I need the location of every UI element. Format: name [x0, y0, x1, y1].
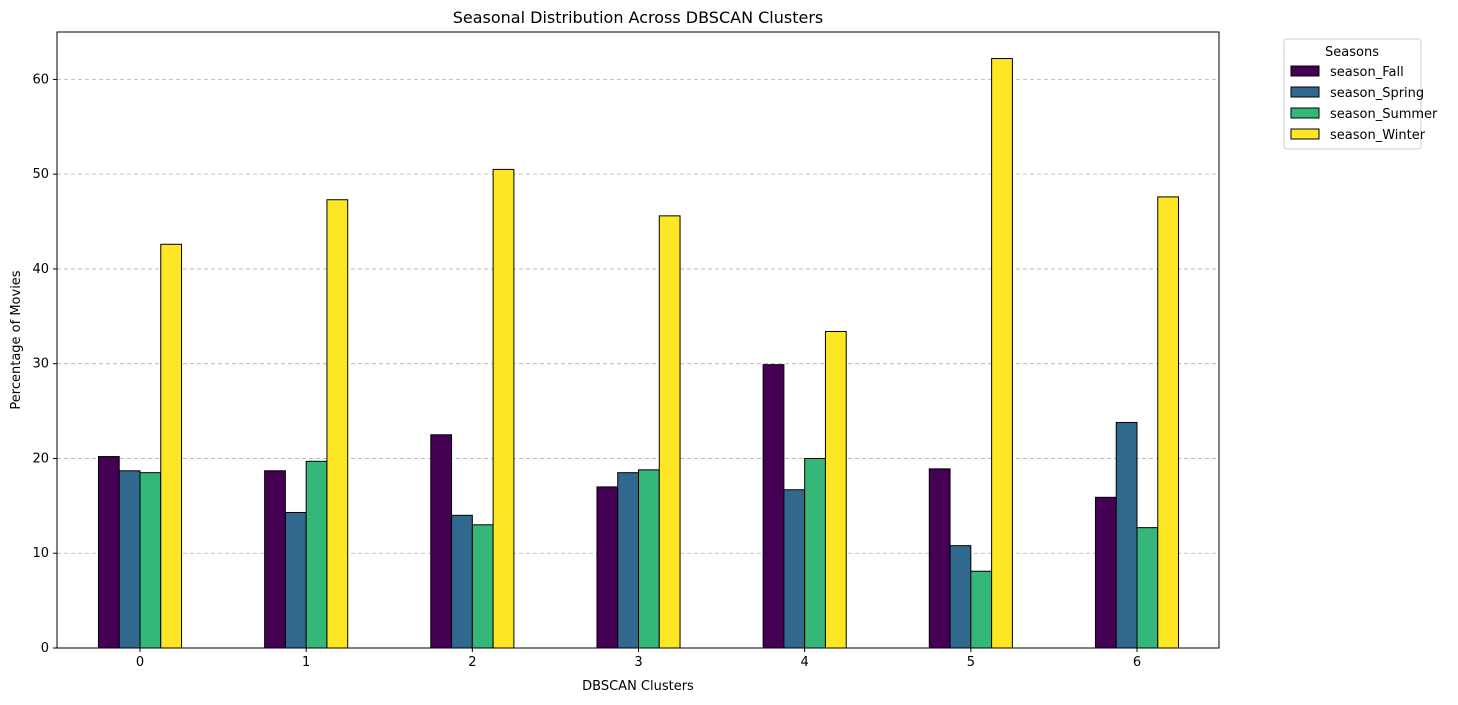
bar-season_Fall-3 [596, 486, 619, 649]
y-tick-label: 60 [32, 72, 49, 87]
legend-label-season_Winter: season_Winter [1330, 128, 1426, 143]
y-tick-label: 10 [32, 546, 49, 561]
bars [97, 58, 1180, 649]
chart-title: Seasonal Distribution Across DBSCAN Clus… [453, 8, 824, 27]
bar-season_Summer-0 [139, 472, 162, 649]
legend-swatch-season_Winter [1290, 128, 1320, 140]
y-tick-label: 0 [41, 641, 49, 656]
bar-season_Fall-4 [762, 364, 785, 649]
bar-season_Fall-0 [97, 456, 120, 649]
bar-season_Summer-6 [1136, 527, 1159, 649]
x-axis-ticks: 0 1 2 3 4 5 6 [136, 648, 1141, 670]
bar-season_Winter-3 [658, 215, 681, 649]
bar-season_Spring-5 [949, 545, 972, 649]
legend-label-season_Fall: season_Fall [1330, 65, 1404, 80]
bar-season_Winter-4 [824, 330, 847, 649]
y-tick-label: 20 [32, 451, 49, 466]
x-tick-label: 3 [634, 655, 642, 670]
bar-season_Winter-2 [492, 168, 515, 649]
x-tick-label: 0 [136, 655, 144, 670]
bar-season_Spring-6 [1115, 421, 1138, 649]
x-tick-label: 4 [801, 655, 809, 670]
y-tick-label: 40 [32, 262, 49, 277]
bar-season_Summer-5 [970, 570, 993, 649]
bar-season_Spring-4 [783, 489, 806, 649]
x-tick-label: 1 [302, 655, 310, 670]
bar-season_Spring-2 [451, 514, 473, 649]
bar-season_Fall-6 [1094, 496, 1117, 649]
bar-season_Fall-5 [928, 468, 951, 649]
bar-season_Summer-4 [804, 457, 826, 649]
legend-label-season_Spring: season_Spring [1330, 86, 1424, 101]
bar-season_Spring-1 [284, 511, 307, 649]
bar-season_Winter-6 [1157, 196, 1180, 649]
bar-season_Winter-0 [160, 243, 183, 649]
y-tick-label: 30 [32, 357, 49, 372]
bar-season_Summer-2 [471, 524, 494, 649]
bar-season_Winter-1 [326, 199, 349, 649]
legend-swatch-season_Spring [1290, 86, 1320, 98]
bar-season_Fall-2 [430, 434, 453, 649]
legend-items: season_Fall season_Spring season_Summersea… [1290, 65, 1438, 143]
gridlines [57, 78, 1219, 554]
x-tick-label: 6 [1133, 655, 1141, 670]
y-axis-ticks: 0 10 20 30 40 50 60 [32, 72, 57, 656]
y-axis-label: Percentage of Movies [9, 270, 24, 409]
bar-season_Spring-3 [617, 472, 640, 649]
x-tick-label: 5 [967, 655, 975, 670]
legend-swatch-season_Summer [1290, 107, 1320, 119]
legend: Seasons season_Fall season_Spring season_S… [1283, 38, 1438, 150]
bar-season_Summer-3 [638, 469, 660, 649]
y-tick-label: 50 [32, 167, 49, 182]
bar-season_Spring-0 [118, 470, 141, 649]
bar-season_Fall-1 [264, 470, 286, 649]
legend-label-season_Summer: season_Summer [1330, 107, 1438, 122]
bar-season_Summer-1 [305, 460, 328, 649]
legend-swatch-season_Fall [1290, 65, 1320, 77]
legend-title: Seasons [1325, 45, 1379, 60]
bar-season_Winter-5 [991, 58, 1013, 649]
x-tick-label: 2 [468, 655, 476, 670]
x-axis-label: DBSCAN Clusters [582, 679, 694, 694]
